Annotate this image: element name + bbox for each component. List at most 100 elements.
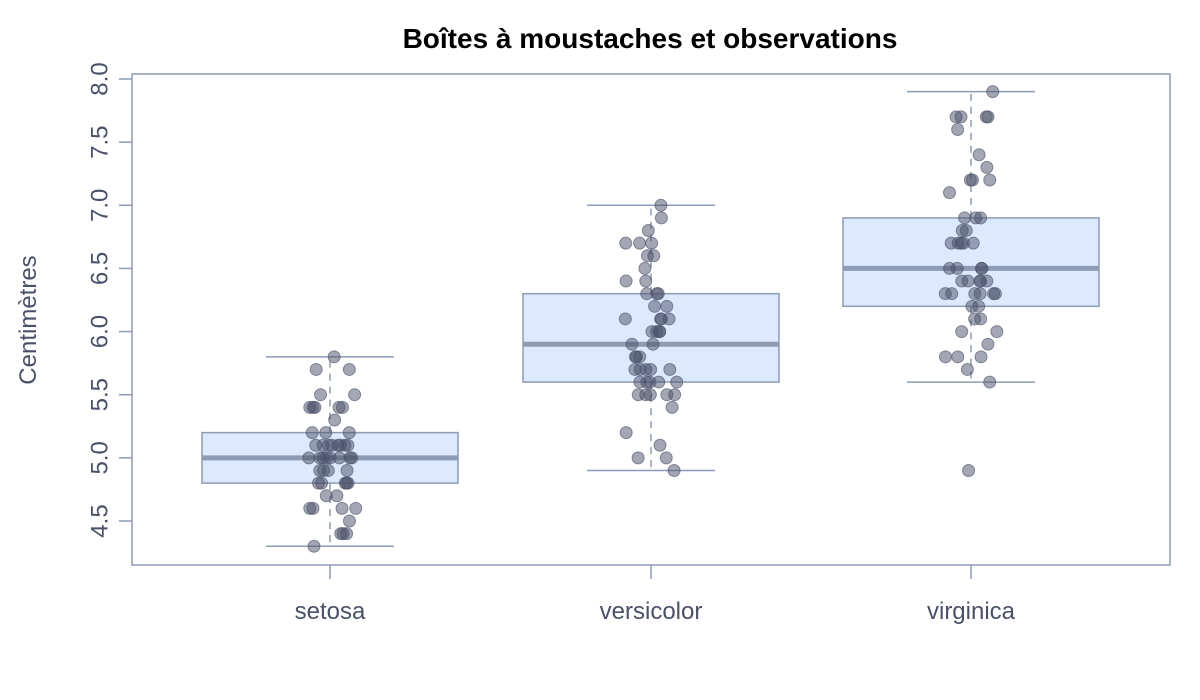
chart-title: Boîtes à moustaches et observations [403, 23, 898, 54]
data-point-setosa [335, 400, 349, 414]
data-point-virginica [960, 362, 974, 376]
data-point-virginica [944, 236, 958, 250]
data-point-virginica [965, 299, 979, 313]
data-point-versicolor [667, 463, 681, 477]
data-point-setosa [302, 451, 316, 465]
data-point-virginica [958, 211, 972, 225]
data-point-versicolor [670, 375, 684, 389]
data-point-versicolor [665, 400, 679, 414]
data-point-versicolor [639, 388, 653, 402]
data-point-setosa [307, 539, 321, 553]
data-point-versicolor [660, 388, 674, 402]
data-point-versicolor [650, 325, 664, 339]
data-point-versicolor [628, 362, 642, 376]
data-point-virginica [983, 375, 997, 389]
data-point-setosa [335, 501, 349, 515]
data-point-versicolor [625, 337, 639, 351]
data-point-versicolor [654, 198, 668, 212]
plot-area: 4.5 5.0 5.5 6.0 6.5 7.0 7.5 8.0 setosa versicolor… [86, 62, 1171, 625]
y-tick-label: 5.5 [86, 378, 113, 411]
y-tick-label: 4.5 [86, 504, 113, 537]
data-point-versicolor [652, 375, 666, 389]
data-point-setosa [328, 413, 342, 427]
data-point-versicolor [653, 438, 667, 452]
data-point-setosa [313, 451, 327, 465]
y-tick-label: 6.0 [86, 315, 113, 348]
data-point-setosa [327, 350, 341, 364]
data-point-virginica [961, 274, 975, 288]
data-point-setosa [314, 388, 328, 402]
data-point-setosa [348, 388, 362, 402]
data-point-versicolor [654, 211, 668, 225]
x-tick-label: setosa [295, 598, 366, 625]
data-point-versicolor [633, 350, 647, 364]
data-point-versicolor [644, 362, 658, 376]
data-point-setosa [342, 426, 356, 440]
y-tick-label: 6.5 [86, 252, 113, 285]
data-point-setosa [312, 476, 326, 490]
x-tick-label: versicolor [600, 598, 703, 625]
data-point-virginica [979, 110, 993, 124]
data-point-virginica [942, 186, 956, 200]
data-point-virginica [949, 110, 963, 124]
data-point-setosa [306, 400, 320, 414]
data-point-virginica [945, 287, 959, 301]
data-point-virginica [968, 312, 982, 326]
data-point-virginica [974, 261, 988, 275]
data-point-virginica [955, 325, 969, 339]
data-point-versicolor [651, 287, 665, 301]
data-point-setosa [333, 438, 347, 452]
data-point-virginica [962, 463, 976, 477]
data-point-setosa [341, 476, 355, 490]
data-point-setosa [319, 489, 333, 503]
data-point-setosa [319, 426, 333, 440]
data-point-setosa [349, 501, 363, 515]
data-point-setosa [309, 438, 323, 452]
data-point-virginica [974, 350, 988, 364]
y-tick-label: 7.0 [86, 189, 113, 222]
y-tick-label: 7.5 [86, 125, 113, 158]
data-point-virginica [980, 160, 994, 174]
data-point-virginica [983, 173, 997, 187]
data-point-versicolor [645, 236, 659, 250]
data-point-virginica [973, 287, 987, 301]
data-point-versicolor [633, 236, 647, 250]
data-point-virginica [974, 211, 988, 225]
data-point-virginica [966, 236, 980, 250]
data-point-virginica [973, 274, 987, 288]
data-point-setosa [305, 426, 319, 440]
data-point-virginica [951, 123, 965, 137]
data-point-versicolor [639, 274, 653, 288]
data-point-virginica [981, 337, 995, 351]
y-axis-label: Centimètres [15, 255, 42, 384]
data-point-versicolor [641, 224, 655, 238]
x-tick-label: virginica [927, 598, 1016, 625]
data-point-setosa [342, 514, 356, 528]
data-point-virginica [955, 224, 969, 238]
data-point-setosa [342, 362, 356, 376]
data-point-versicolor [647, 249, 661, 263]
data-point-versicolor [619, 274, 633, 288]
data-point-versicolor [663, 362, 677, 376]
data-point-versicolor [654, 312, 668, 326]
data-point-versicolor [646, 337, 660, 351]
data-point-setosa [340, 463, 354, 477]
data-point-virginica [938, 350, 952, 364]
data-point-versicolor [618, 312, 632, 326]
data-point-versicolor [619, 236, 633, 250]
y-tick-label: 8.0 [86, 62, 113, 95]
data-point-versicolor [638, 261, 652, 275]
data-point-setosa [321, 463, 335, 477]
data-point-virginica [963, 173, 977, 187]
data-point-virginica [990, 325, 1004, 339]
data-point-setosa [340, 527, 354, 541]
data-point-virginica [986, 85, 1000, 99]
data-point-virginica [972, 148, 986, 162]
data-point-virginica [988, 287, 1002, 301]
data-point-setosa [303, 501, 317, 515]
data-point-versicolor [619, 426, 633, 440]
data-point-setosa [345, 451, 359, 465]
data-point-versicolor [631, 451, 645, 465]
